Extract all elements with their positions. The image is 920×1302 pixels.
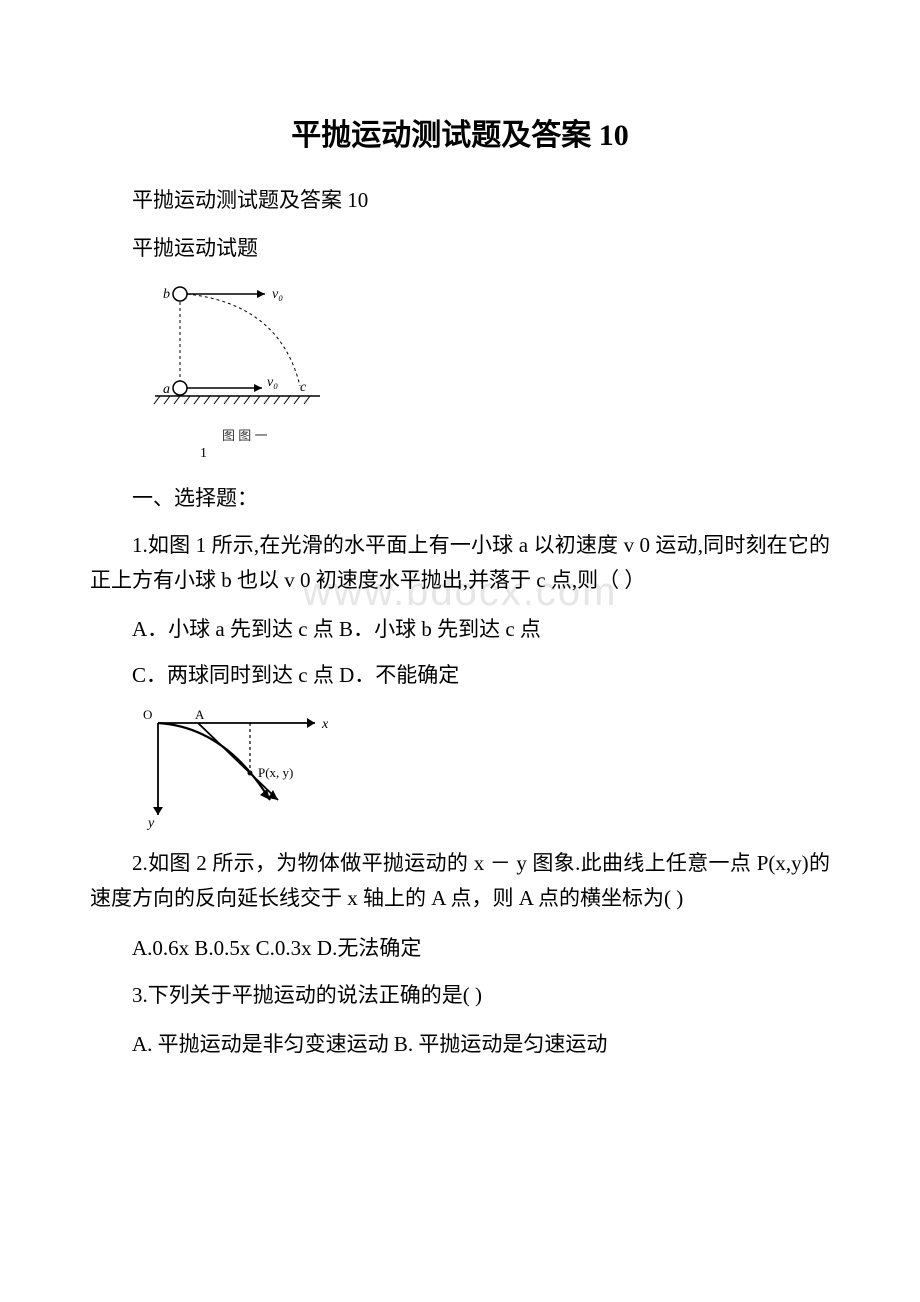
q1-choices-cd: C．两球同时到达 c 点 D．不能确定 bbox=[90, 659, 830, 689]
fig1-label-c: c bbox=[300, 380, 307, 395]
subtitle-1: 平抛运动测试题及答案 10 bbox=[90, 184, 830, 214]
page-content: 平抛运动测试题及答案 10 平抛运动测试题及答案 10 平抛运动试题 b v₀ … bbox=[90, 110, 830, 1058]
fig2-label-A: A bbox=[195, 707, 205, 722]
subtitle-2: 平抛运动试题 bbox=[90, 232, 830, 262]
fig1-label-a: a bbox=[163, 382, 170, 397]
fig2-label-y: y bbox=[146, 816, 155, 831]
figure-1: b v₀ a v₀ c bbox=[140, 276, 830, 462]
fig2-label-x: x bbox=[321, 717, 329, 732]
fig1-label-b: b bbox=[163, 287, 170, 302]
fig1-label-v0top: v₀ bbox=[272, 287, 283, 302]
question-2: 2.如图 2 所示，为物体做平抛运动的 x － y 图象.此曲线上任意一点 P(… bbox=[90, 846, 830, 915]
question-1: 1.如图 1 所示,在光滑的水平面上有一小球 a 以初速度 v 0 运动,同时刻… bbox=[90, 528, 830, 597]
fig1-label-v0bot: v₀ bbox=[267, 375, 278, 390]
fig2-label-O: O bbox=[143, 707, 152, 722]
figure-2-svg: O x y A P(x, y) bbox=[140, 705, 350, 835]
section-1-head: 一、选择题： bbox=[90, 482, 830, 512]
page-title: 平抛运动测试题及答案 10 bbox=[90, 110, 830, 154]
fig1-caption-sub: 1 bbox=[200, 446, 830, 462]
q1-choices-ab: A．小球 a 先到达 c 点 B．小球 b 先到达 c 点 bbox=[90, 613, 830, 643]
fig1-caption: 图 图 一 bbox=[222, 425, 830, 444]
figure-2: O x y A P(x, y) bbox=[140, 705, 830, 840]
question-3: 3.下列关于平抛运动的说法正确的是( ) bbox=[90, 978, 830, 1013]
figure-1-svg: b v₀ a v₀ c bbox=[140, 276, 330, 416]
fig2-label-P: P(x, y) bbox=[258, 765, 293, 780]
q2-choices: A.0.6x B.0.5x C.0.3x D.无法确定 bbox=[90, 932, 830, 962]
q3-choices-ab: A. 平抛运动是非匀变速运动 B. 平抛运动是匀速运动 bbox=[90, 1028, 830, 1058]
